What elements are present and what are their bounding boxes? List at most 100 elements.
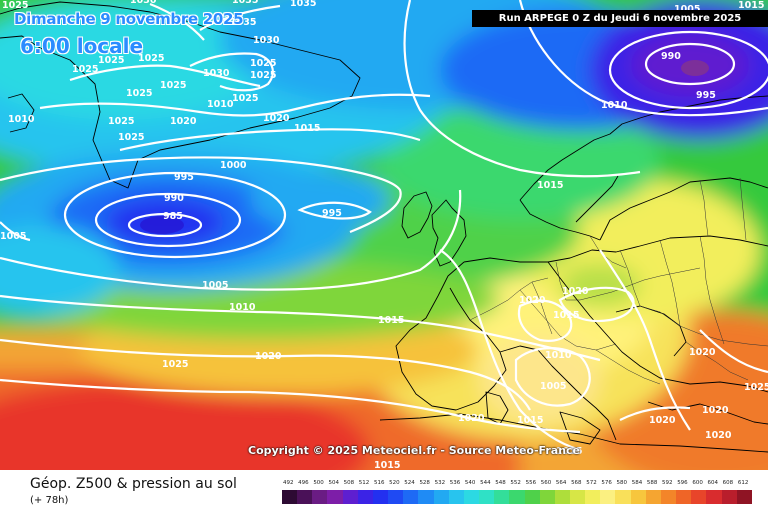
scale-swatch: [524, 490, 540, 504]
isobar-label: 1025: [160, 80, 186, 91]
low-core-norway: [681, 60, 709, 76]
isobar-label: 1005: [540, 381, 566, 392]
isobar-label: 1030: [130, 0, 157, 6]
copyright-notice: Copyright © 2025 Meteociel.fr - Source M…: [248, 444, 581, 457]
isobar-label: 1015: [537, 180, 563, 191]
isobar-label: 1025: [72, 64, 98, 75]
isobar-label: 1025: [162, 359, 188, 370]
scale-label: 536: [449, 480, 461, 486]
scale-label: 492: [283, 480, 294, 486]
isobar-label: 1025: [108, 116, 134, 127]
scale-swatch: [615, 490, 631, 504]
scale-label: 512: [358, 480, 370, 486]
isobar-label: 1035: [290, 0, 316, 9]
scale-swatch: [600, 490, 616, 504]
isobar-label: 1020: [649, 415, 676, 426]
isobar-label: 1025: [138, 53, 164, 64]
isobar-label: 1015: [374, 460, 400, 470]
isobar-label: 1005: [674, 4, 700, 15]
weather-map: 1025 1030 1035 1035 1035 1030 1025 1025 …: [0, 0, 768, 470]
isobar-label: 1010: [545, 350, 572, 361]
scale-label: 568: [571, 480, 582, 486]
scale-swatch: [433, 490, 449, 504]
scale-swatch: [676, 490, 692, 504]
forecast-time: 6:00 locale: [20, 34, 144, 58]
scale-label: 608: [722, 480, 734, 486]
scale-swatch: [297, 490, 313, 504]
isobar-label: 1025: [232, 93, 258, 104]
scale-label: 592: [662, 480, 673, 486]
isobar-label: 995: [174, 172, 194, 183]
scale-label: 524: [404, 480, 415, 486]
scale-swatch: [403, 490, 419, 504]
isobar-label: 1025: [118, 132, 144, 143]
scale-swatch: [463, 490, 480, 504]
scale-swatch: [645, 490, 661, 504]
isobar-label: 1010: [8, 114, 35, 125]
color-scale-bar: [282, 490, 752, 504]
scale-label: 520: [389, 480, 400, 486]
isobar-label: 990: [164, 193, 184, 204]
isobar-label: 1015: [553, 310, 579, 321]
scale-swatch: [388, 490, 404, 504]
scale-label: 596: [677, 480, 688, 486]
isobar-label: 985: [163, 211, 183, 222]
scale-swatch: [282, 490, 298, 504]
z500-color-field: [0, 0, 768, 470]
isobar-label: 995: [322, 208, 342, 219]
isobar-label: 1015: [378, 315, 404, 326]
isobar-label: 1025: [250, 58, 276, 69]
scale-swatch: [448, 490, 464, 504]
scale-label: 528: [419, 480, 430, 486]
scale-swatch: [312, 490, 328, 504]
scale-swatch: [357, 490, 373, 504]
scale-swatch: [372, 490, 389, 504]
scale-label: 504: [328, 480, 339, 486]
scale-label: 572: [586, 480, 597, 486]
isobar-label: 1015: [294, 123, 320, 134]
isobar-label: 1005: [202, 280, 228, 291]
isobar-label: 1015: [556, 446, 582, 457]
isobar-label: 1020: [255, 351, 282, 362]
isobar-label: 1020: [263, 113, 290, 124]
scale-label: 560: [540, 480, 552, 486]
isobar-label: 1025: [744, 382, 768, 393]
scale-swatch: [509, 490, 525, 504]
scale-swatch: [721, 490, 737, 504]
scale-swatch: [569, 490, 586, 504]
isobar-labels: 1025 1030 1035 1035 1035 1030 1025 1025 …: [0, 0, 768, 470]
scale-label: 544: [480, 480, 491, 486]
isobar-label: 1025: [250, 70, 276, 81]
coastlines: [0, 1, 768, 453]
scale-label: 500: [313, 480, 324, 486]
scale-swatch: [691, 490, 707, 504]
scale-label: 548: [495, 480, 506, 486]
isobar-label: 1000: [220, 160, 247, 171]
isobar-label: 1020: [702, 405, 729, 416]
scale-label: 588: [646, 480, 658, 486]
isobar-label: 1025: [126, 88, 152, 99]
low-core-atlantic: [140, 216, 184, 234]
scale-swatch: [327, 490, 343, 504]
isobar-label: 990: [661, 51, 681, 62]
scale-label: 584: [631, 480, 643, 486]
isobar-label: 1020: [519, 295, 546, 306]
scale-swatch: [585, 490, 601, 504]
scale-swatch: [494, 490, 510, 504]
isobar-label: 1010: [601, 100, 628, 111]
scale-label: 496: [298, 480, 309, 486]
scale-swatch: [706, 490, 722, 504]
isobar-label: 1025: [98, 55, 124, 66]
isobars: [0, 0, 768, 450]
scale-swatch: [539, 490, 555, 504]
isobar-label: 1010: [229, 302, 256, 313]
scale-label: 556: [525, 480, 537, 486]
isobar-label: 1020: [170, 116, 197, 127]
isobar-label: 1020: [689, 347, 716, 358]
legend-footer: Géop. Z500 & pression au sol (+ 78h) 492…: [0, 470, 768, 512]
forecast-offset: (+ 78h): [30, 495, 69, 506]
run-info-banner: Run ARPEGE 0 Z du Jeudi 6 novembre 2025: [472, 10, 768, 27]
scale-swatch: [630, 490, 646, 504]
isobar-label: 1015: [738, 0, 764, 11]
